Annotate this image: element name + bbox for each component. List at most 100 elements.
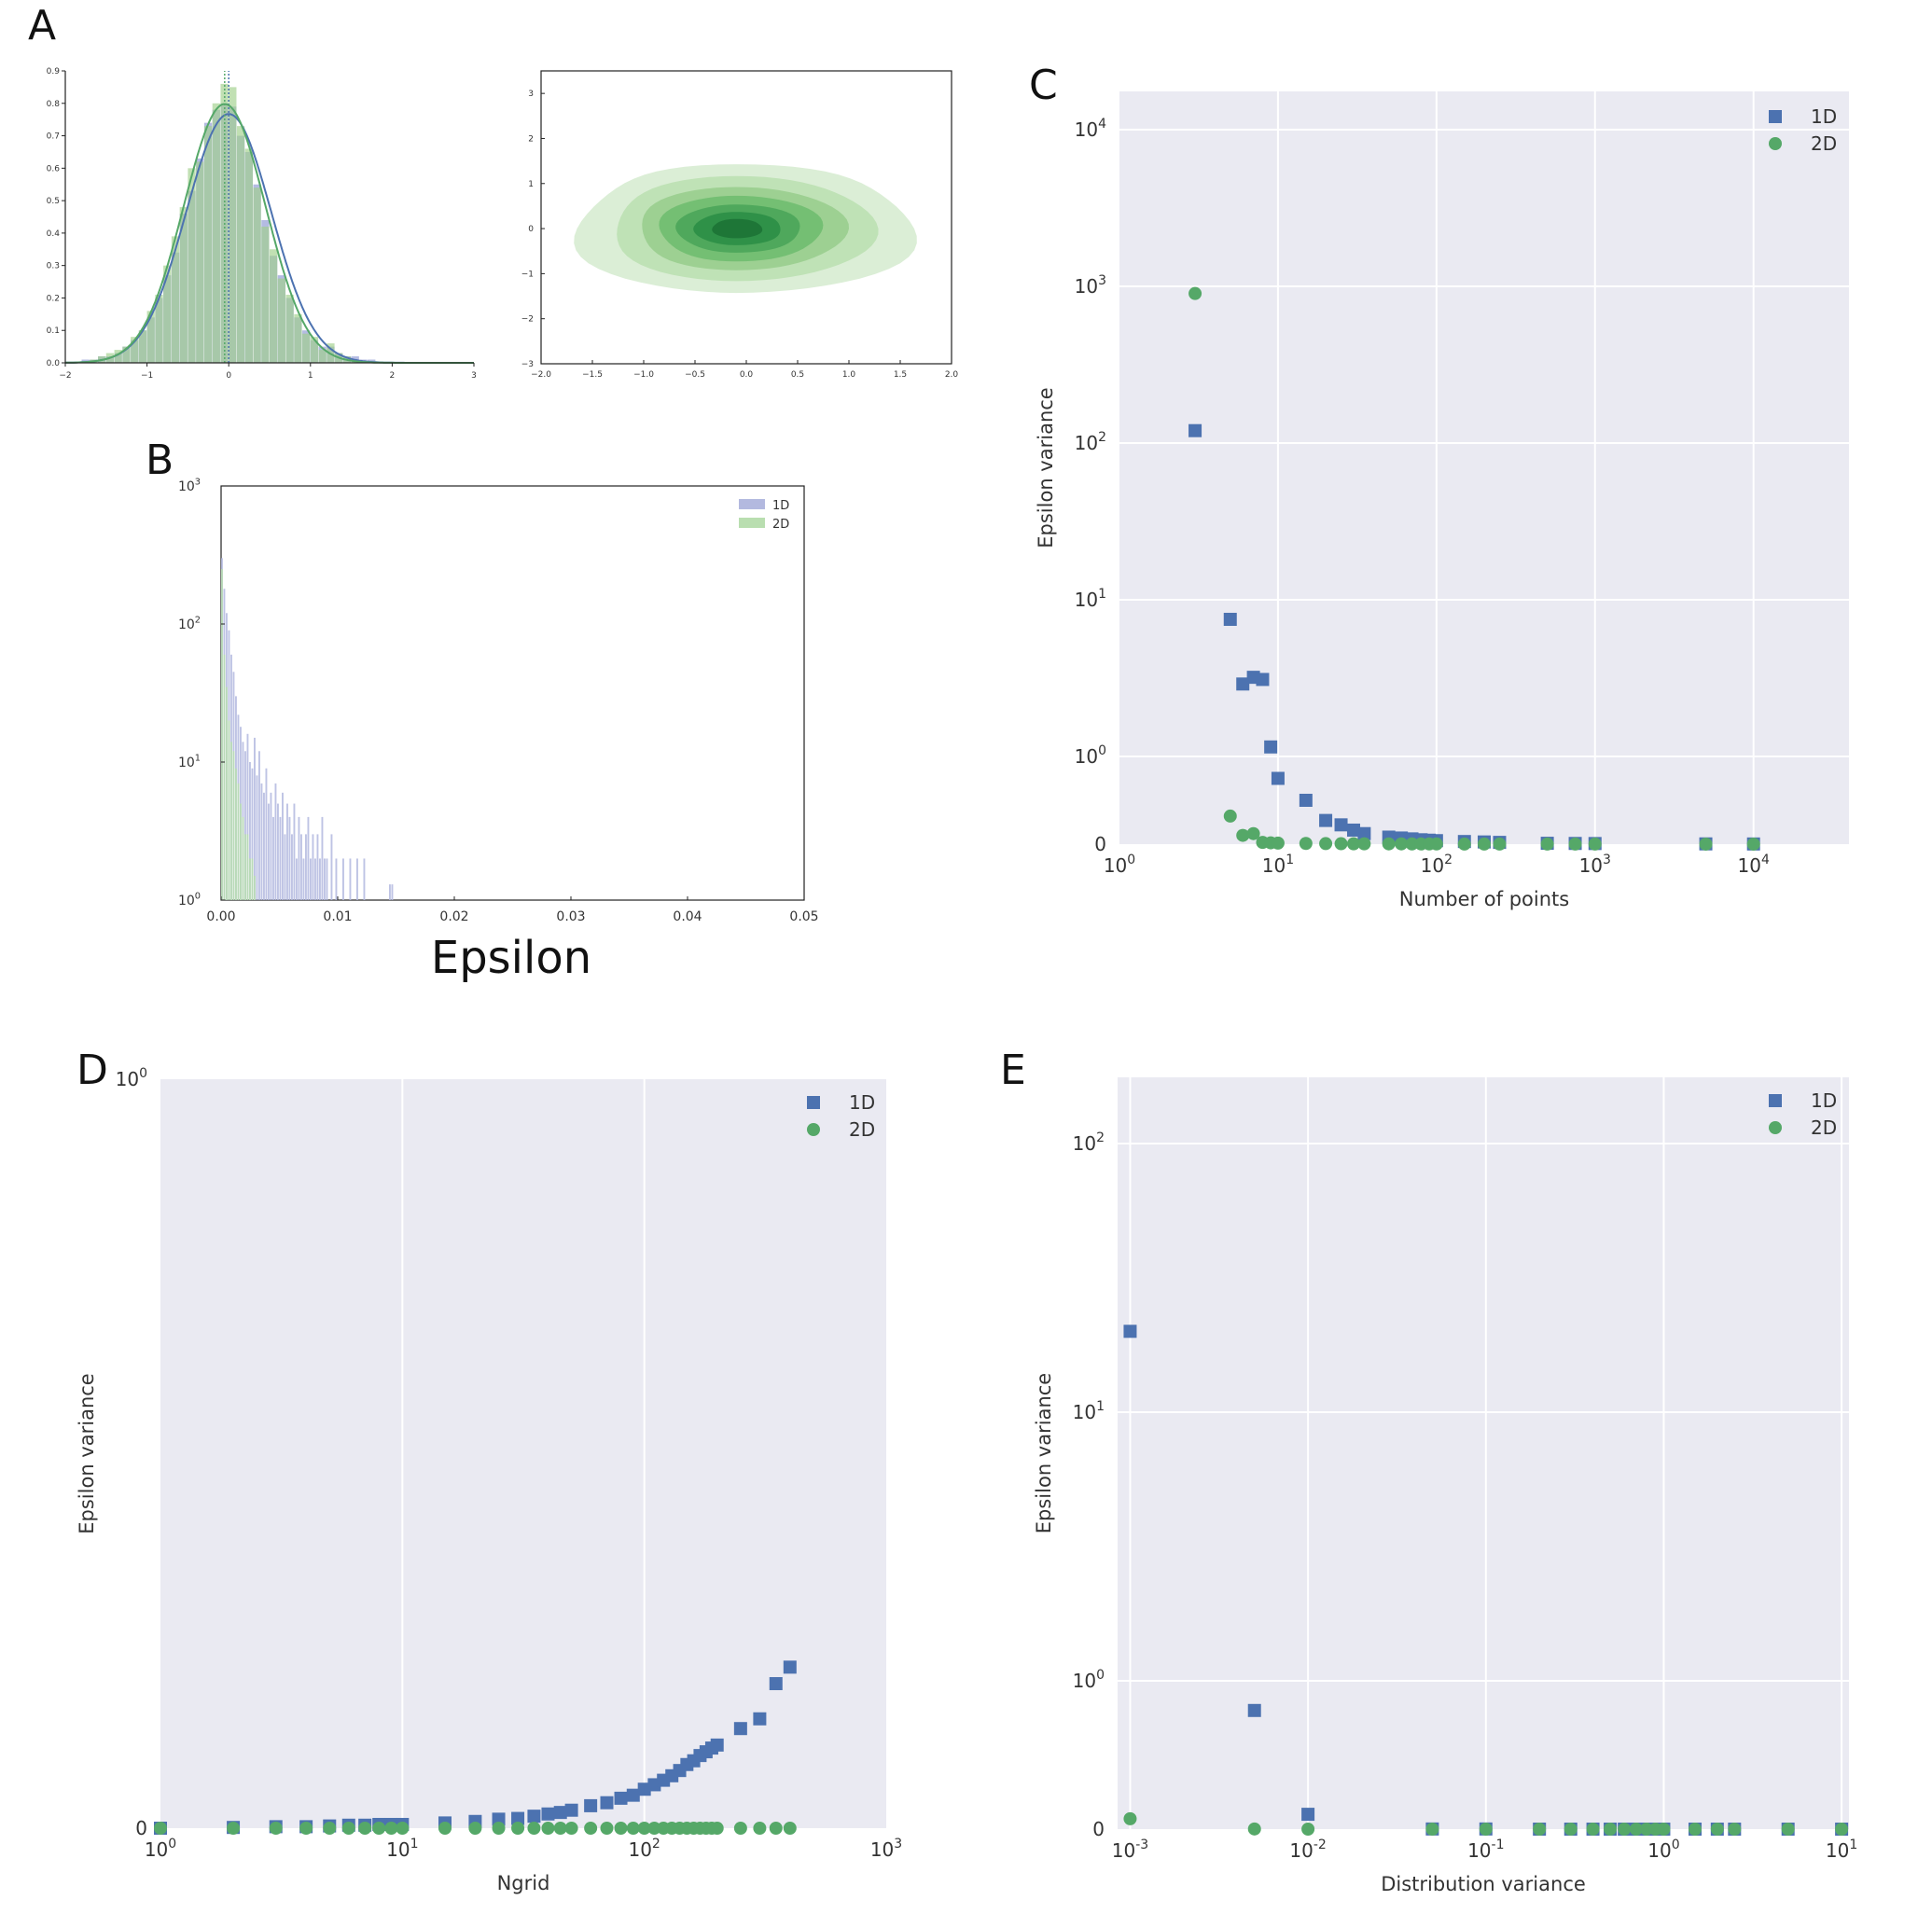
point-2d [1188, 286, 1202, 300]
hist-bar-2d [230, 742, 232, 900]
hist-bar-1d [305, 834, 307, 900]
x-tick-label: −1 [141, 371, 153, 381]
point-2d [1247, 1822, 1261, 1836]
x-tick-label: 0.04 [673, 909, 702, 924]
hist-bar-1d [389, 884, 391, 900]
hist-bar-2d [114, 350, 122, 363]
panel-label-a: A [28, 2, 56, 49]
hist-bar-2d [229, 87, 237, 363]
y-tick-label: −1 [521, 270, 534, 279]
hist-bar-2d [254, 875, 256, 900]
point-1d [783, 1660, 797, 1674]
hist-bar-2d [196, 161, 204, 363]
hist-bar-1d [302, 858, 305, 900]
hist-bar-1d [265, 768, 268, 900]
y-tick-label: 0 [1092, 1818, 1105, 1840]
hist-bar-1d [251, 768, 254, 900]
hist-bar-2d [294, 313, 302, 363]
point-1d [600, 1796, 614, 1810]
point-2d [647, 1822, 661, 1835]
point-1d [553, 1806, 567, 1820]
point-2d [154, 1822, 167, 1835]
hist-bar-1d [288, 816, 291, 900]
x-tick-label: 1 [308, 371, 313, 381]
x-tick-label: 102 [1421, 853, 1452, 877]
hist-bar-1d [319, 858, 321, 900]
point-2d [1533, 1823, 1547, 1836]
hist-bar-1d [356, 858, 358, 900]
point-2d [626, 1822, 640, 1835]
hist-bar-1d [314, 858, 316, 900]
hist-bar-2d [237, 783, 240, 900]
point-1d [1319, 813, 1333, 827]
point-2d [1588, 837, 1602, 851]
point-2d [1728, 1823, 1742, 1836]
point-1d [626, 1788, 640, 1802]
x-tick-label: 0.03 [556, 909, 585, 924]
point-2d [1357, 837, 1371, 851]
point-2d [1689, 1823, 1703, 1836]
hist-bar-2d [253, 187, 261, 363]
point-2d [584, 1822, 598, 1835]
hist-bar-1d [260, 783, 263, 900]
hist-bar-1d [300, 834, 302, 900]
point-2d [384, 1822, 398, 1835]
legend-marker-1d [807, 1096, 820, 1109]
hist-bar-1d [316, 834, 319, 900]
point-1d [1188, 423, 1202, 437]
y-axis-label: Epsilon variance [1033, 1373, 1055, 1533]
hist-bar-2d [221, 569, 223, 900]
point-1d [1123, 1325, 1137, 1338]
chart-a2-kde-contour: −2.0 −1.5 −1.0 −0.5 0.0 0.5 1.0 1.5 2.0 −3 −2 −1 0 1 2… [521, 70, 958, 380]
hist-bar-2d [155, 294, 163, 363]
hist-bar-1d [277, 803, 279, 900]
point-2d [1429, 837, 1443, 851]
point-1d [511, 1811, 525, 1825]
legend-label-1d: 1D [1811, 1089, 1837, 1112]
point-1d [1357, 826, 1371, 840]
legend-label-1d: 1D [849, 1091, 875, 1114]
point-1d [1346, 823, 1360, 837]
hist-bar-2d [261, 226, 270, 363]
y-tick-label: 0 [135, 1817, 147, 1839]
point-2d [1425, 1823, 1439, 1836]
x-tick-label: 3 [471, 371, 477, 381]
hist-bar-2d [212, 103, 220, 364]
y-axis-label: Epsilon variance [76, 1373, 98, 1533]
hist-bar-1d [256, 775, 258, 900]
point-2d [733, 1822, 747, 1835]
point-2d [614, 1822, 628, 1835]
y-tick-label: 102 [1075, 430, 1106, 454]
hist-bar-1d [291, 834, 293, 900]
hist-bar-1d [279, 816, 282, 900]
y-tick-label: −3 [521, 360, 534, 369]
x-tick-label: 102 [628, 1837, 660, 1861]
legend-label-2d: 2D [1811, 1116, 1837, 1139]
point-2d [1835, 1823, 1849, 1836]
y-axis-label: Epsilon variance [1035, 387, 1057, 548]
hist-bar-1d [286, 803, 288, 900]
point-1d [753, 1712, 767, 1726]
hist-bar-2d [228, 720, 230, 900]
hist-bar-2d [203, 126, 213, 363]
point-2d [1405, 837, 1419, 851]
point-2d [1781, 1823, 1795, 1836]
y-tick-label: 0.9 [47, 67, 61, 76]
point-2d [396, 1822, 410, 1835]
point-2d [1395, 837, 1409, 851]
legend-swatch-1d [739, 499, 765, 509]
x-tick-label: 101 [1262, 853, 1294, 877]
y-tick-label: 0 [1094, 833, 1106, 855]
x-tick-label: 101 [386, 1837, 418, 1861]
point-2d [1346, 837, 1360, 851]
legend-label-1d: 1D [1811, 105, 1837, 128]
point-2d [1604, 1823, 1618, 1836]
y-tick-label: 0.2 [47, 294, 60, 303]
point-2d [637, 1822, 651, 1835]
point-2d [1586, 1823, 1600, 1836]
point-2d [1223, 809, 1237, 823]
hist-bar-1d [258, 751, 260, 900]
chart-b-epsilon-histogram: 0.00 0.01 0.02 0.03 0.04 0.05 100 101 102 103 Epsi… [178, 478, 819, 984]
